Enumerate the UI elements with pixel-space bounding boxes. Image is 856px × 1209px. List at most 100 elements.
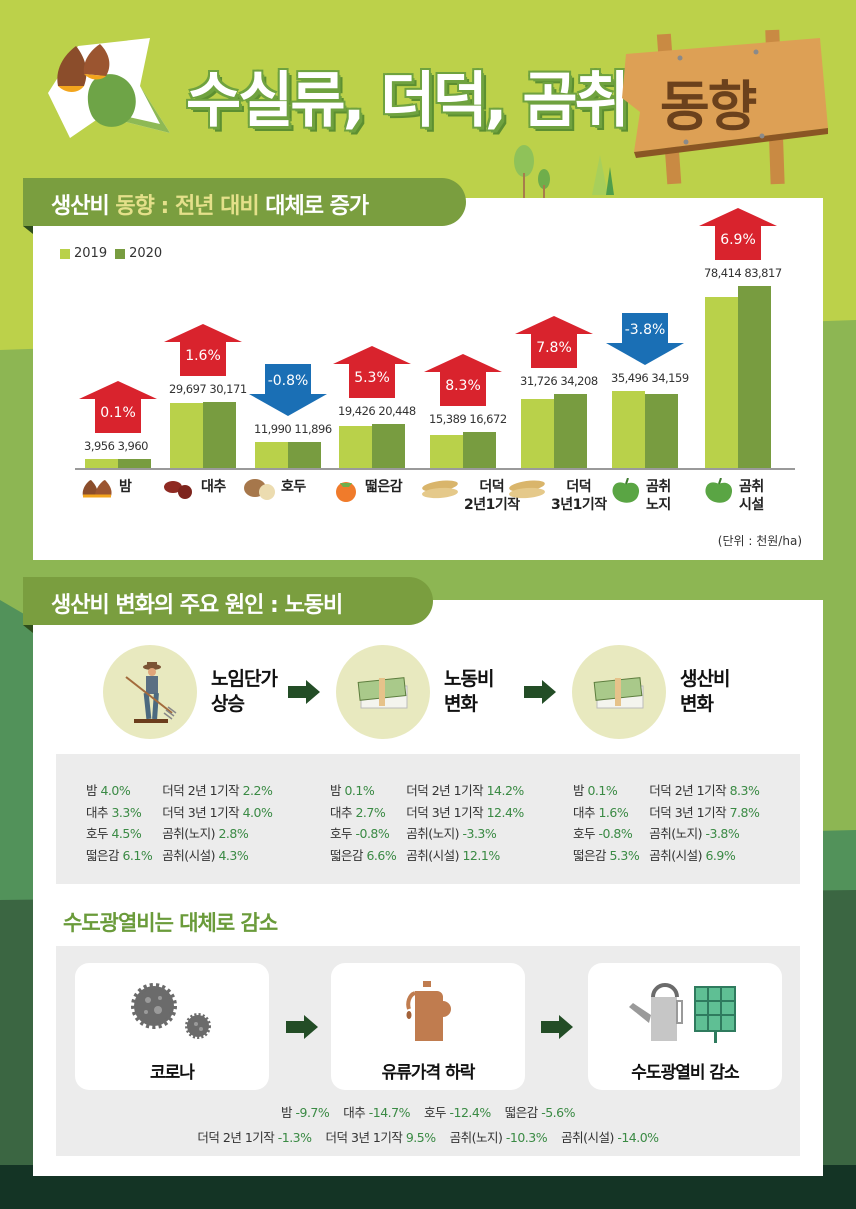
stats-labor-cost: 밤 0.1% 대추 2.7% 호두 -0.8% 떫은감 6.6% 더덕 2년 1기작 1… <box>330 780 524 866</box>
deodeok-root-icon <box>507 478 547 504</box>
change-percent: -3.8% <box>624 321 666 338</box>
process-label: 생산비 변화 <box>680 668 730 715</box>
bar-20 <box>463 431 496 468</box>
sign-title: 동향 <box>660 75 757 138</box>
bar-20 <box>738 285 771 468</box>
arrow-right-icon <box>524 680 556 704</box>
labor-stats-box <box>56 754 800 884</box>
arrow-right-icon <box>541 1015 573 1039</box>
stat-item: 곰취(노지) -10.3% <box>449 1130 548 1145</box>
section-header-labor-cost: 생산비 변화의 주요 원인 : 노동비 <box>23 577 433 633</box>
arrow-right-icon <box>286 1015 318 1039</box>
stats-production-cost: 밤 0.1% 대추 1.6% 호두 -0.8% 떫은감 5.3% 더덕 2년 1기작 8… <box>573 780 760 866</box>
legend-item-2020: 2020 <box>115 246 162 261</box>
stat-item: 더덕 3년 1기작 12.4% <box>406 804 524 820</box>
change-percent: 0.1% <box>100 405 136 422</box>
arrow-up-icon: 0.1% <box>79 381 157 434</box>
change-percent: 8.3% <box>445 377 481 394</box>
stat-item: 밤 0.1% <box>573 783 618 798</box>
bar-20 <box>288 442 321 468</box>
stat-item: 밤 4.0% <box>86 783 131 798</box>
utility-stats-row1: 밤 -9.7% 대추 -14.7% 호두 -12.4% 떫은감 -5.6% <box>56 1102 800 1121</box>
category-label: 더덕 3년1기작 <box>507 478 607 514</box>
bar-19 <box>170 403 203 468</box>
category-label: 더덕 2년1기작 <box>420 478 520 514</box>
jujube-icon <box>163 478 197 504</box>
arrow-up-icon: 7.8% <box>515 315 593 368</box>
arrow-down-icon: -3.8% <box>606 312 684 365</box>
card-utility-decrease: 수도광열비 감소 <box>588 963 782 1090</box>
card-corona: 코로나 <box>75 963 269 1090</box>
gomchwi-leaf-icon <box>703 477 735 510</box>
bar-20 <box>203 402 236 468</box>
stat-item: 곰취(시설) 6.9% <box>649 847 736 863</box>
chart-baseline <box>75 468 795 470</box>
change-percent: 7.8% <box>536 339 572 356</box>
stat-item: 더덕 3년 1기작 9.5% <box>325 1130 437 1145</box>
value-label: 35,496 34,159 <box>611 370 689 385</box>
stat-item: 호두 -0.8% <box>573 826 633 841</box>
value-label: 3,956 3,960 <box>84 439 149 454</box>
arrow-up-icon: 5.3% <box>333 345 411 398</box>
money-stack-icon <box>336 645 430 739</box>
utility-stats-row2: 더덕 2년 1기작 -1.3% 더덕 3년 1기작 9.5% 곰취(노지) -10.… <box>56 1127 800 1146</box>
stat-item: 더덕 2년 1기작 -1.3% <box>197 1130 312 1145</box>
stat-item: 대추 2.7% <box>330 804 386 820</box>
money-stack-icon <box>572 645 666 739</box>
arrow-down-icon: -0.8% <box>249 363 327 416</box>
value-label: 11,990 11,896 <box>254 421 332 436</box>
persimmon-icon <box>331 478 361 506</box>
process-step-production: 생산비 변화 <box>572 645 730 739</box>
category-label: 밤 <box>81 478 132 504</box>
change-percent: -0.8% <box>267 372 309 389</box>
bar-20 <box>554 393 587 468</box>
stat-item: 밤 0.1% <box>330 783 375 798</box>
stat-item: 호두 4.5% <box>86 826 142 841</box>
stat-item: 떫은감 5.3% <box>573 847 640 863</box>
category-label: 곰취 시설 <box>703 477 764 514</box>
category-label: 곰취 노지 <box>610 477 671 514</box>
bar-19 <box>430 434 463 468</box>
oil-can-icon <box>331 977 525 1047</box>
card-oil-price: 유류가격 하락 <box>331 963 525 1090</box>
process-step-wage: 노임단가 상승 <box>103 645 278 739</box>
unit-label: (단위 : 천원/ha) <box>717 534 802 548</box>
category-label: 호두 <box>243 478 306 504</box>
stat-item: 곰취(노지) 2.8% <box>162 826 249 841</box>
chart-legend: 2019 2020 <box>60 246 162 261</box>
category-label: 떫은감 <box>331 478 403 506</box>
utility-heading: 수도광열비는 대체로 감소 <box>63 911 278 935</box>
value-label: 15,389 16,672 <box>429 411 507 426</box>
chestnut-icon <box>81 478 115 504</box>
stat-item: 더덕 2년 1기작 8.3% <box>649 783 760 798</box>
deodeok-root-icon <box>420 478 460 504</box>
bar-chart: 3,956 3,960 0.1% 29,697 30,171 1.6% 11,990 1… <box>75 207 795 470</box>
stat-item: 대추 -14.7% <box>343 1105 410 1120</box>
section-header-cost-trend: 생산비 동향 : 전년 대비 대체로 증가 <box>23 178 466 234</box>
value-label: 19,426 20,448 <box>338 403 416 418</box>
production-cost-panel <box>33 198 823 560</box>
change-percent: 6.9% <box>720 231 756 248</box>
legend-item-2019: 2019 <box>60 246 107 261</box>
category-label: 대추 <box>163 478 226 504</box>
stat-item: 곰취(시설) 4.3% <box>162 847 249 863</box>
chestnut-badge-icon <box>48 38 170 138</box>
bar-20 <box>645 393 678 468</box>
bar-20 <box>372 423 405 468</box>
gomchwi-leaf-icon <box>610 477 642 510</box>
bar-19 <box>612 390 645 468</box>
stat-item: 떫은감 -5.6% <box>504 1105 576 1120</box>
stat-item: 곰취(노지) -3.3% <box>406 826 497 841</box>
chart-category-labels: 밤 대추 호두 떫은감 더덕 2년1기작 더덕 3년1기작 곰취 노지 곰취 시설 <box>75 477 795 528</box>
arrow-up-icon: 6.9% <box>699 207 777 260</box>
stat-item: 더덕 2년 1기작 14.2% <box>406 783 524 798</box>
stat-item: 대추 1.6% <box>573 804 629 820</box>
arrow-up-icon: 8.3% <box>424 353 502 406</box>
arrow-up-icon: 1.6% <box>164 324 242 377</box>
process-label: 노임단가 상승 <box>211 668 278 715</box>
bar-19 <box>255 441 288 468</box>
stat-item: 대추 3.3% <box>86 804 142 820</box>
stat-item: 떫은감 6.6% <box>330 847 397 863</box>
farmer-icon <box>103 645 197 739</box>
stats-wage: 밤 4.0% 대추 3.3% 호두 4.5% 떫은감 6.1% 더덕 2년 1기작 2.… <box>86 780 273 866</box>
